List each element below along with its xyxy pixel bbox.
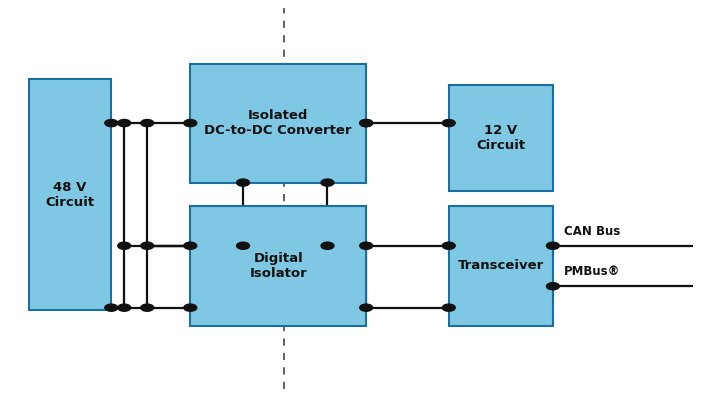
FancyBboxPatch shape [190,206,366,326]
Text: PMBus®: PMBus® [564,265,620,278]
Circle shape [321,242,334,249]
Circle shape [105,119,118,127]
FancyBboxPatch shape [449,85,553,191]
Circle shape [442,119,455,127]
Circle shape [184,304,197,311]
Circle shape [141,119,154,127]
Circle shape [546,283,559,290]
Circle shape [237,242,250,249]
Circle shape [184,242,197,249]
Circle shape [360,304,373,311]
Circle shape [546,242,559,249]
Circle shape [118,119,131,127]
Circle shape [442,304,455,311]
Circle shape [237,179,250,186]
Circle shape [118,242,131,249]
FancyBboxPatch shape [190,64,366,183]
Circle shape [141,304,154,311]
Circle shape [360,119,373,127]
FancyBboxPatch shape [449,206,553,326]
Circle shape [360,119,373,127]
Text: 48 V
Circuit: 48 V Circuit [45,181,95,208]
Text: Transceiver: Transceiver [457,260,544,272]
FancyBboxPatch shape [29,79,111,310]
Text: 12 V
Circuit: 12 V Circuit [476,124,526,152]
Circle shape [442,242,455,249]
Circle shape [141,242,154,249]
Circle shape [105,304,118,311]
Circle shape [321,179,334,186]
Text: Isolated
DC-to-DC Converter: Isolated DC-to-DC Converter [205,109,352,137]
Circle shape [118,304,131,311]
Text: Digital
Isolator: Digital Isolator [249,252,307,280]
Circle shape [184,119,197,127]
Circle shape [360,242,373,249]
Text: CAN Bus: CAN Bus [564,225,620,238]
